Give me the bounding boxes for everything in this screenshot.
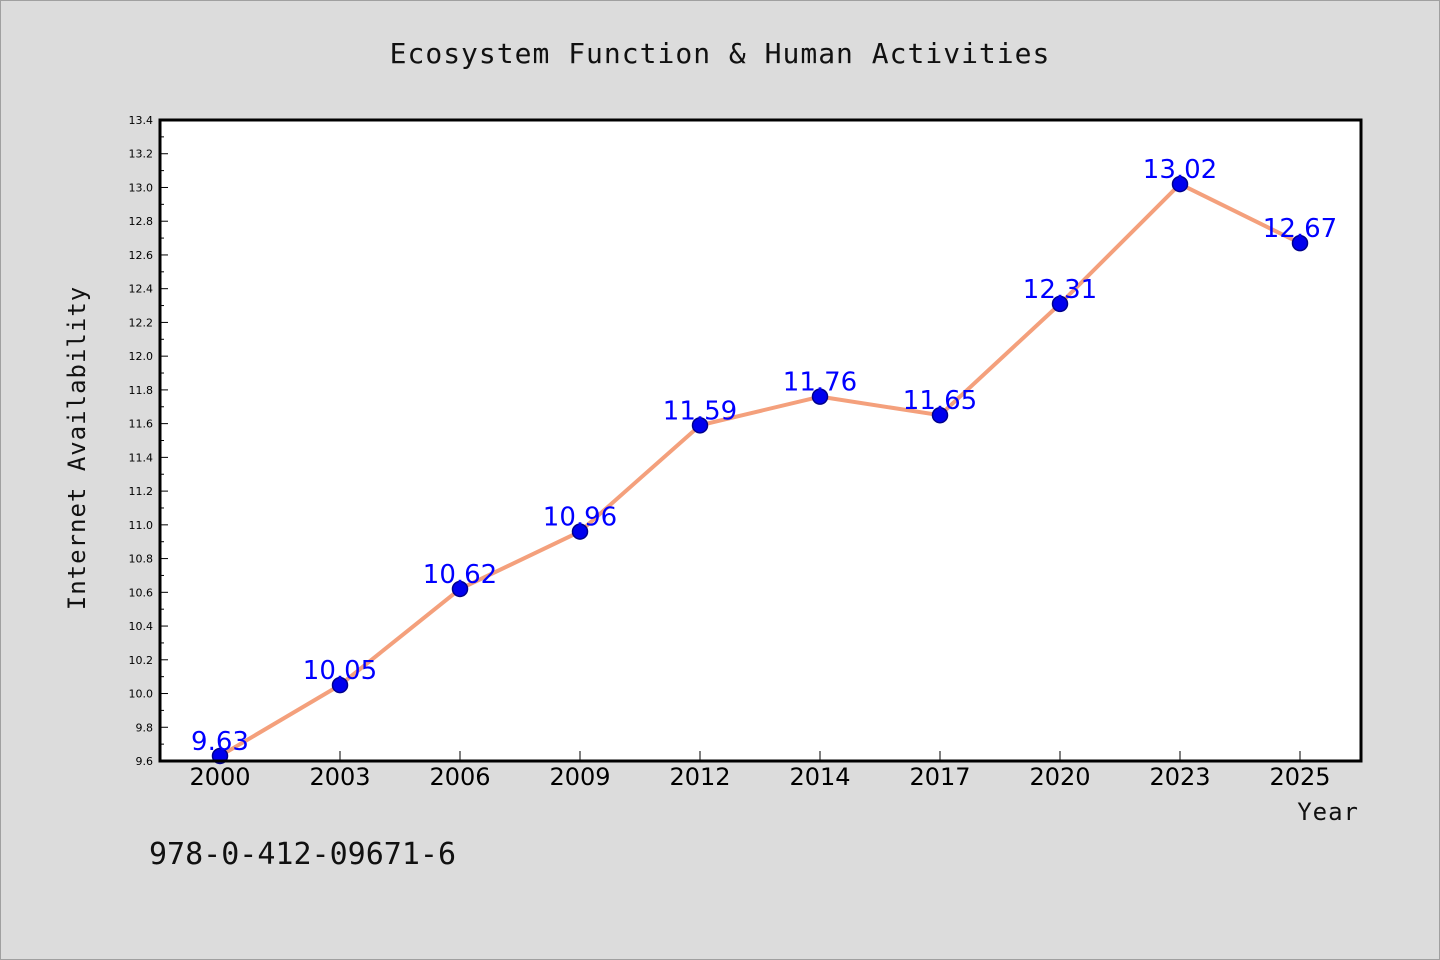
y-tick-label: 13.2 [129, 148, 154, 161]
y-tick-label: 12.8 [129, 215, 154, 228]
data-label: 9.63 [191, 727, 249, 757]
y-tick-label: 12.2 [129, 316, 154, 329]
data-point [451, 580, 469, 598]
y-tick-label: 11.2 [129, 485, 154, 498]
data-label: 11.59 [663, 396, 737, 426]
plot-border [158, 118, 1363, 763]
y-tick-label: 13.4 [129, 114, 154, 127]
x-tick-label: 2012 [669, 763, 730, 791]
x-axis-label: Year [1297, 798, 1359, 826]
data-point [811, 388, 829, 405]
x-tick-label: 2017 [909, 763, 970, 791]
x-tick-label: 2023 [1149, 763, 1210, 791]
data-point [1291, 234, 1309, 252]
x-axis: 2000 2003 2006 2009 2012 2014 2017 2020 2023 2025 [189, 751, 1331, 791]
data-point [931, 406, 949, 424]
x-tick-label: 2003 [309, 763, 370, 791]
y-axis-label: Internet Availability [63, 286, 91, 610]
y-tick-label: 12.4 [129, 283, 154, 296]
data-point [1051, 295, 1069, 313]
y-tick-label: 9.6 [136, 755, 154, 768]
y-tick-label: 10.8 [129, 553, 154, 566]
y-tick-label: 10.4 [129, 620, 154, 633]
data-label: 10.96 [543, 503, 617, 533]
y-tick-label: 11.6 [129, 418, 154, 431]
x-tick-label: 2006 [429, 763, 490, 791]
data-point [331, 676, 349, 694]
series-line-group [218, 182, 1302, 758]
y-tick-label: 10.6 [129, 586, 154, 599]
x-tick-label: 2020 [1029, 763, 1090, 791]
data-label: 10.05 [303, 656, 377, 686]
plot-area [160, 120, 1361, 761]
data-point [691, 417, 709, 434]
chart-title: Ecosystem Function & Human Activities [390, 37, 1051, 70]
data-label: 11.76 [783, 368, 857, 398]
data-label: 10.62 [423, 560, 497, 590]
y-tick-label: 10.2 [129, 654, 154, 667]
data-label: 12.31 [1023, 275, 1097, 305]
data-label: 13.02 [1143, 155, 1217, 185]
x-tick-label: 2025 [1269, 763, 1330, 791]
y-tick-label: 11.4 [129, 451, 154, 464]
y-tick-label: 12.0 [129, 350, 154, 363]
data-point [571, 523, 589, 540]
y-tick-label: 13.0 [129, 181, 154, 194]
y-tick-label: 11.0 [129, 519, 154, 532]
isbn-annotation: 978-0-412-09671-6 [149, 837, 456, 872]
y-tick-label: 12.6 [129, 249, 154, 262]
data-label: 12.67 [1263, 214, 1337, 244]
data-labels: 9.63 10.05 10.62 10.96 11.59 11.76 11.65 12.31 1… [191, 155, 1337, 757]
y-tick-label: 11.8 [129, 384, 154, 397]
y-tick-label: 9.8 [136, 721, 154, 734]
x-tick-label: 2014 [789, 763, 850, 791]
y-tick-label: 10.0 [129, 688, 154, 701]
x-tick-label: 2000 [189, 763, 250, 791]
data-point [1171, 175, 1189, 193]
data-label: 11.65 [903, 386, 977, 416]
x-tick-label: 2009 [549, 763, 610, 791]
series-line [218, 182, 1302, 758]
